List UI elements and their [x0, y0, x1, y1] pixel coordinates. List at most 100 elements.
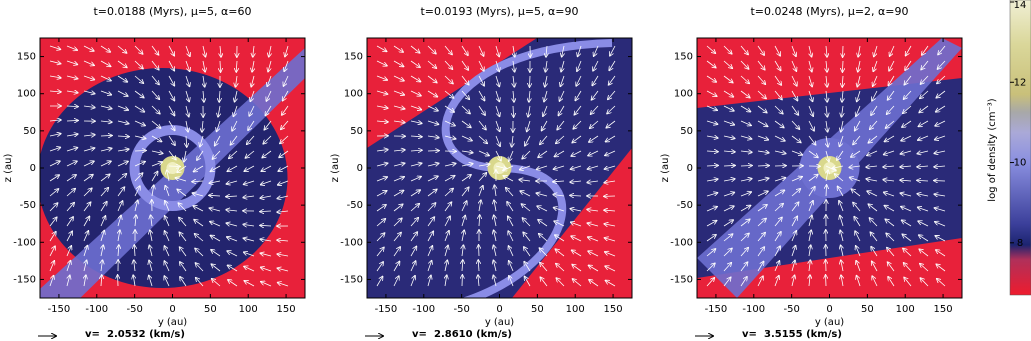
velocity-arrow [832, 166, 844, 168]
velocity-arrow [573, 279, 582, 287]
velocity-arrow [393, 150, 405, 151]
velocity-arrow [774, 178, 785, 182]
velocity-arrow [117, 149, 129, 151]
velocity-arrow [826, 60, 827, 72]
velocity-arrow [168, 90, 174, 101]
velocity-arrow [228, 280, 238, 287]
velocity-arrow [841, 260, 843, 272]
velocity-arrow [900, 166, 912, 167]
velocity-arrow [263, 135, 272, 144]
velocity-arrow [192, 193, 204, 196]
velocity-arrow [134, 162, 145, 167]
velocity-arrow [410, 218, 418, 227]
velocity-arrow [542, 120, 548, 131]
velocity-arrow [537, 206, 548, 212]
velocity-arrow [268, 60, 271, 72]
velocity-arrow [841, 120, 843, 132]
velocity-arrow [117, 121, 129, 124]
velocity-arrow [590, 120, 599, 128]
velocity-arrow [478, 105, 485, 115]
velocity-arrow [523, 232, 531, 242]
velocity-arrow [100, 75, 111, 81]
velocity-arrow [935, 222, 946, 227]
x-tick-label: -50 [783, 304, 799, 315]
x-tick-label: 150 [604, 304, 623, 315]
colorbar-tick-label: 10 [1014, 158, 1027, 169]
velocity-arrow [604, 238, 616, 242]
velocity-arrow [524, 247, 531, 257]
velocity-arrow [195, 263, 204, 272]
velocity-arrow [885, 219, 895, 227]
velocity-arrow [774, 90, 782, 100]
velocity-arrow [117, 215, 121, 227]
velocity-arrow [937, 60, 946, 69]
velocity-arrow [723, 248, 732, 257]
velocity-arrow [856, 276, 861, 287]
velocity-arrow [572, 265, 582, 272]
velocity-arrow [706, 263, 715, 272]
velocity-arrow [197, 150, 204, 160]
velocity-arrow [445, 275, 447, 287]
velocity-arrow [917, 151, 929, 154]
velocity-arrow [100, 90, 111, 95]
velocity-arrow [774, 151, 786, 154]
velocity-arrow [66, 246, 71, 257]
velocity-arrow [427, 163, 439, 166]
velocity-arrow [83, 91, 95, 94]
velocity-arrow [838, 186, 844, 197]
velocity-arrow [605, 252, 616, 257]
velocity-arrow [83, 175, 93, 182]
velocity-arrow [232, 120, 238, 131]
velocity-arrow [376, 163, 388, 166]
velocity-arrow [553, 181, 565, 182]
velocity-arrow [774, 190, 784, 197]
velocity-arrow [376, 45, 387, 51]
velocity-arrow [791, 216, 797, 227]
velocity-arrow [902, 220, 912, 227]
velocity-arrow [66, 120, 78, 121]
velocity-arrow [444, 75, 453, 84]
velocity-arrow [66, 161, 77, 167]
velocity-arrow [210, 222, 221, 227]
velocity-arrow [493, 260, 496, 272]
velocity-arrow [461, 151, 473, 153]
y-tick-label: -150 [340, 274, 363, 285]
velocity-arrow [277, 268, 289, 271]
velocity-arrow [495, 150, 501, 161]
velocity-arrow [186, 105, 189, 117]
velocity-arrow [495, 90, 499, 101]
velocity-arrow [723, 165, 735, 166]
velocity-arrow [252, 60, 254, 72]
velocity-arrow [883, 166, 895, 167]
velocity-arrow [529, 75, 530, 87]
velocity-arrow [856, 105, 861, 116]
velocity-arrow [774, 135, 785, 141]
velocity-arrow [83, 202, 91, 212]
velocity-arrow [393, 163, 405, 166]
velocity-arrow [570, 181, 582, 182]
velocity-arrow [740, 136, 752, 139]
x-tick-label: 150 [934, 304, 953, 315]
velocity-arrow [791, 105, 798, 115]
velocity-arrow [605, 266, 616, 272]
velocity-arrow [376, 90, 388, 94]
velocity-arrow [444, 90, 454, 98]
velocity-arrow [588, 150, 599, 156]
velocity-arrow [49, 61, 61, 64]
velocity-arrow [100, 45, 110, 52]
velocity-arrow [376, 219, 385, 227]
velocity-arrow [278, 165, 289, 171]
velocity-arrow [494, 185, 496, 197]
velocity-arrow [589, 135, 599, 142]
velocity-arrow [203, 60, 205, 72]
velocity-arrow [427, 203, 436, 212]
velocity-arrow [723, 136, 735, 138]
velocity-arrow [934, 151, 946, 153]
velocity-arrow [593, 60, 599, 71]
velocity-arrow [576, 75, 582, 86]
velocity-arrow [919, 105, 929, 113]
velocity-arrow [203, 90, 204, 102]
x-tick-label: 50 [531, 304, 544, 315]
velocity-arrow [444, 136, 456, 139]
velocity-arrow [478, 164, 490, 166]
